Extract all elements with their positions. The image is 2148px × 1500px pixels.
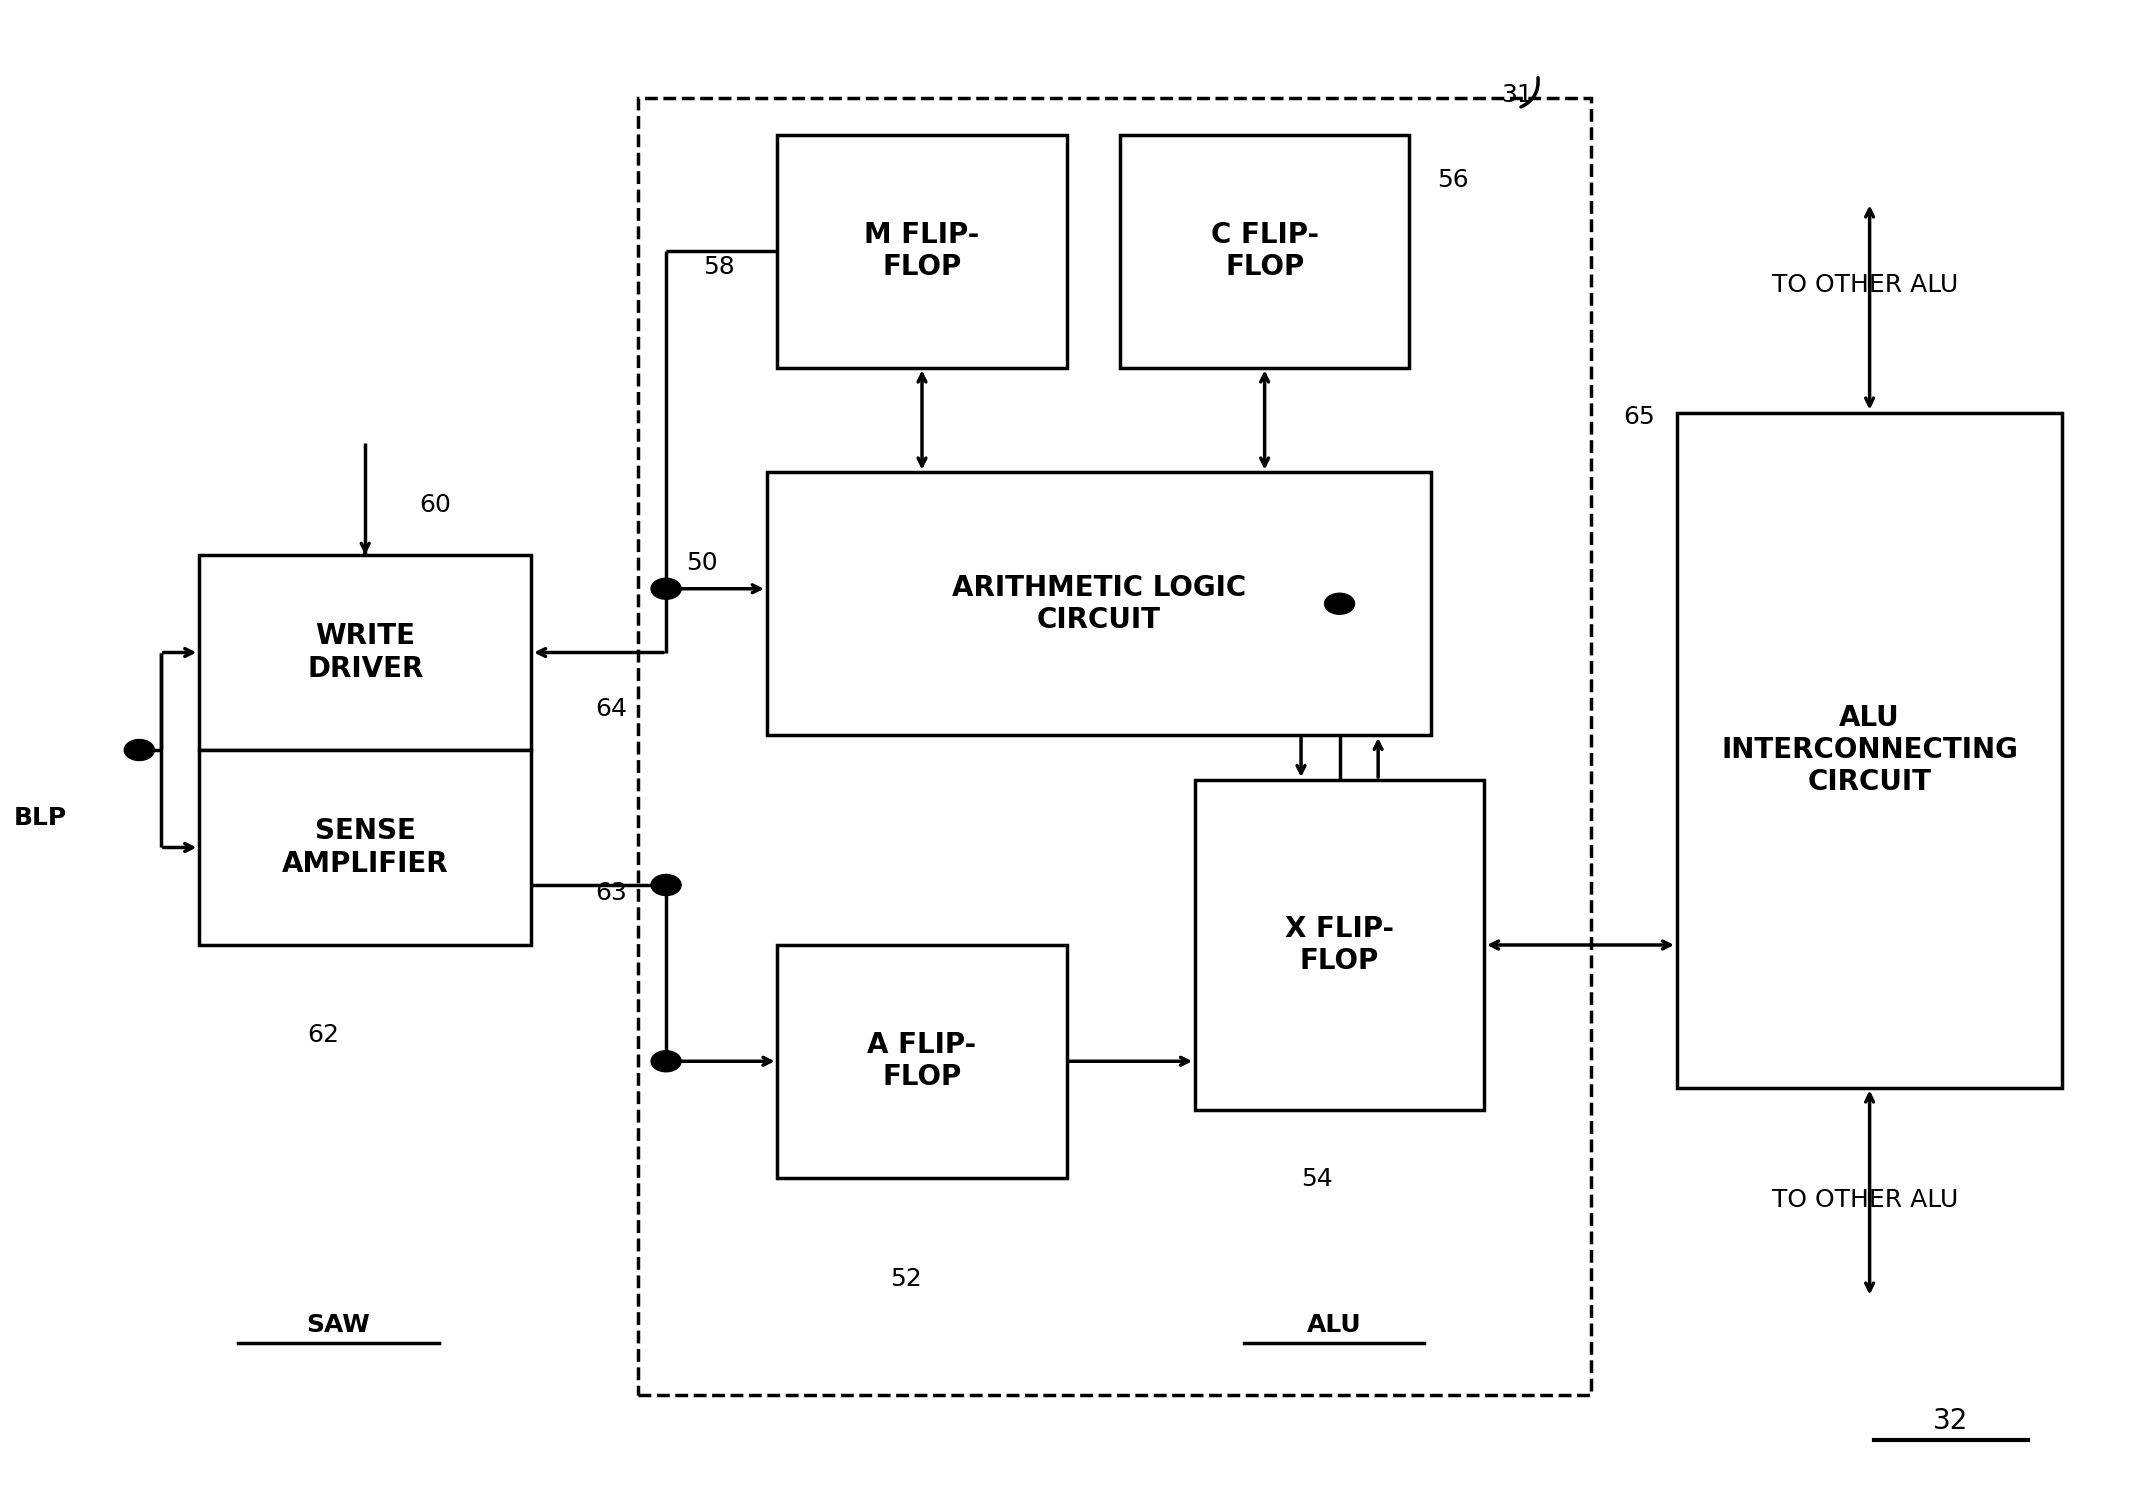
Text: 65: 65 (1624, 405, 1656, 429)
Bar (1678, 413, 2062, 1088)
Text: WRITE
DRIVER: WRITE DRIVER (307, 622, 423, 682)
Text: ARITHMETIC LOGIC
CIRCUIT: ARITHMETIC LOGIC CIRCUIT (952, 573, 1246, 634)
Bar (1119, 135, 1409, 368)
FancyArrowPatch shape (1521, 78, 1538, 106)
Text: 56: 56 (1437, 168, 1469, 192)
Text: M FLIP-
FLOP: M FLIP- FLOP (863, 220, 979, 282)
Text: 60: 60 (419, 494, 451, 517)
Text: 50: 50 (685, 550, 717, 574)
Text: SAW: SAW (307, 1312, 369, 1336)
Text: C FLIP-
FLOP: C FLIP- FLOP (1211, 220, 1319, 282)
Bar (778, 135, 1068, 368)
Text: BLP: BLP (13, 806, 67, 830)
Text: 64: 64 (595, 698, 627, 721)
Text: 31: 31 (1501, 82, 1534, 106)
Text: X FLIP-
FLOP: X FLIP- FLOP (1285, 915, 1394, 975)
Text: TO OTHER ALU: TO OTHER ALU (1772, 1188, 1959, 1212)
Text: ALU
INTERCONNECTING
CIRCUIT: ALU INTERCONNECTING CIRCUIT (1721, 704, 2017, 797)
Bar (1194, 780, 1484, 1110)
Circle shape (125, 740, 155, 760)
Bar (767, 472, 1431, 735)
Text: 54: 54 (1302, 1167, 1334, 1191)
Circle shape (651, 874, 681, 896)
Circle shape (651, 1050, 681, 1071)
Text: SENSE
AMPLIFIER: SENSE AMPLIFIER (281, 818, 449, 878)
Text: A FLIP-
FLOP: A FLIP- FLOP (868, 1030, 977, 1092)
Bar (778, 945, 1068, 1178)
Bar (200, 555, 531, 750)
Text: 32: 32 (1933, 1407, 1970, 1436)
Text: 62: 62 (307, 1023, 339, 1047)
Text: 58: 58 (702, 255, 735, 279)
Text: TO OTHER ALU: TO OTHER ALU (1772, 273, 1959, 297)
Circle shape (1325, 594, 1355, 615)
Text: 63: 63 (595, 880, 627, 904)
Bar (638, 98, 1592, 1395)
Text: 52: 52 (889, 1268, 921, 1292)
Bar (200, 750, 531, 945)
Circle shape (651, 578, 681, 598)
Text: ALU: ALU (1306, 1312, 1362, 1336)
